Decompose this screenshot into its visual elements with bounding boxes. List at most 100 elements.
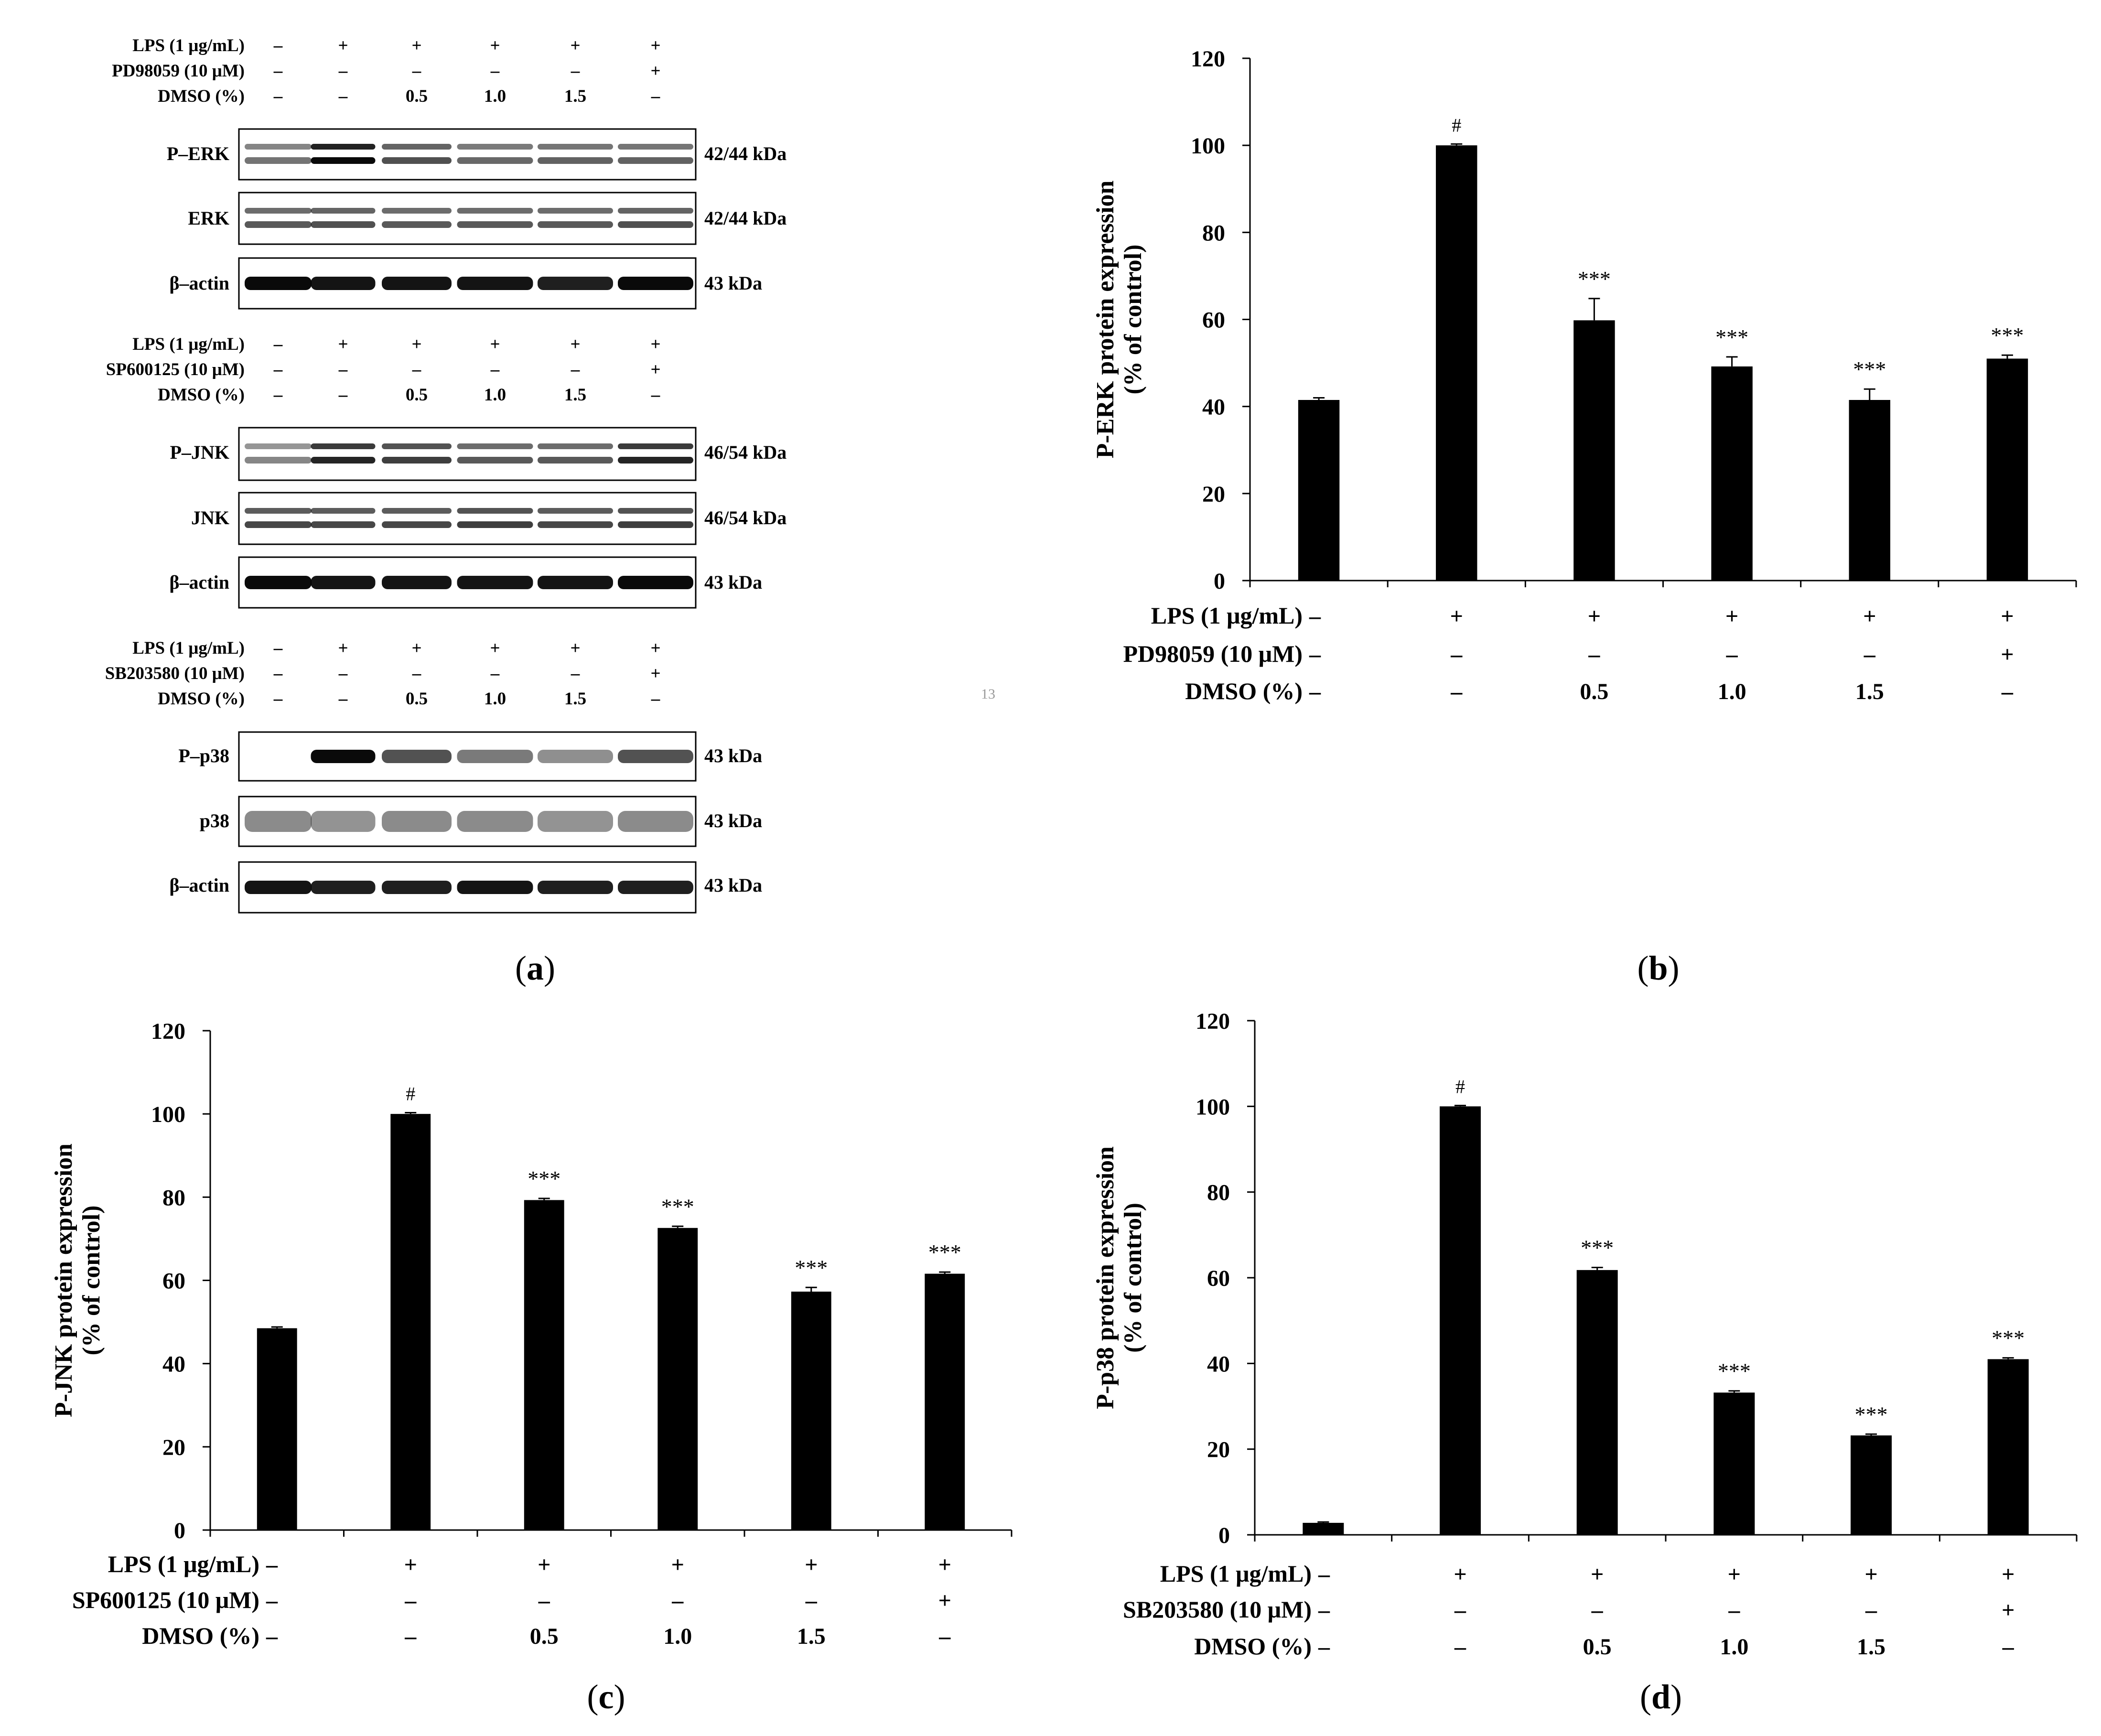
y-tick-label: 40	[1207, 1351, 1230, 1377]
condition-row-inhibitor: SB203580 (10 μM) – – – – – +	[105, 664, 661, 683]
blot-row-size: 43 kDa	[704, 810, 762, 831]
blot-lanes	[245, 811, 693, 832]
blot-frame	[238, 556, 697, 609]
condition-value: –	[273, 36, 283, 55]
condition-value: –	[805, 1588, 818, 1613]
blot-row-size: 43 kDa	[704, 874, 762, 896]
condition-label: DMSO (%)	[158, 385, 245, 405]
condition-value: –	[938, 1624, 951, 1649]
blot-row-label: P–p38	[178, 745, 229, 766]
y-tick-label: 20	[1207, 1437, 1230, 1463]
blot-band	[457, 750, 533, 763]
condition-value: 1.5	[564, 86, 586, 106]
condition-value: +	[411, 638, 421, 658]
condition-label: LPS (1 μg/mL)	[1160, 1560, 1312, 1587]
blot-band	[245, 277, 312, 290]
panel-letter: a	[527, 949, 544, 987]
bar	[390, 1114, 431, 1530]
condition-label: DMSO (%)	[1194, 1633, 1312, 1660]
blot-band-upper	[245, 508, 312, 514]
condition-value: +	[538, 1552, 550, 1577]
condition-label: PD98059 (10 μM)	[112, 61, 245, 81]
bar	[657, 1228, 698, 1530]
condition-value: –	[2001, 679, 2014, 704]
condition-row-dmso: DMSO (%) – – 0.5 1.0 1.5 –	[158, 86, 660, 106]
blot-band-lower	[245, 521, 312, 528]
panel-paren: )	[1668, 949, 1680, 987]
condition-label: SP600125 (10 μM)	[106, 360, 245, 379]
blot-group-jnk: LPS (1 μg/mL) – + + + + + SP600125 (10 μ…	[106, 334, 787, 609]
blot-band-upper	[457, 508, 533, 514]
condition-row-inhibitor: SP600125 (10 μM) – – – – – +	[106, 360, 661, 379]
y-tick-label: 80	[1207, 1180, 1230, 1206]
blot-lanes	[245, 443, 693, 464]
condition-value: +	[490, 36, 500, 55]
blot-lanes	[245, 508, 693, 528]
blot-band-lower	[457, 521, 533, 528]
panel-letter: c	[599, 1678, 614, 1716]
condition-value: –	[1591, 1597, 1604, 1623]
condition-value: –	[338, 61, 348, 81]
blot-row-label: p38	[200, 810, 229, 831]
condition-value: 0.5	[1583, 1634, 1612, 1660]
blot-lanes	[245, 576, 693, 589]
blot-band-lower	[457, 221, 533, 228]
blot-row-p38: p38 43 kDa	[200, 796, 762, 847]
blot-band-upper	[311, 508, 376, 514]
y-tick-label: 100	[1196, 1094, 1230, 1120]
bar	[524, 1200, 564, 1530]
condition-value: +	[650, 61, 660, 81]
condition-value: –	[338, 664, 348, 683]
y-axis-title-line: (% of control)	[1120, 1203, 1147, 1353]
condition-label: SB203580 (10 μM)	[1123, 1596, 1312, 1623]
condition-value: +	[2001, 604, 2014, 629]
bar	[1440, 1106, 1481, 1535]
blot-band	[538, 750, 613, 763]
y-tick-label: 60	[1207, 1266, 1230, 1291]
bar	[925, 1273, 965, 1530]
blot-group-erk: LPS (1 μg/mL) – + + + + + PD98059 (10 μM…	[112, 36, 787, 310]
condition-value: 1.5	[797, 1624, 826, 1649]
chart-panel-b: 0 20 40 60 80 100 120 # *** *** *** *** LPS (1 μg/mL…	[1092, 46, 2077, 987]
condition-value: –	[338, 689, 348, 709]
panel-paren: )	[614, 1678, 625, 1716]
blot-panel: LPS (1 μg/mL) – + + + + + PD98059 (10 μM…	[105, 36, 787, 987]
condition-value: –	[571, 360, 580, 379]
condition-value: +	[938, 1552, 951, 1577]
blot-band-lower	[382, 521, 452, 528]
blot-band-lower	[618, 457, 693, 464]
blot-band-lower	[618, 157, 693, 164]
condition-value: –	[1318, 1634, 1330, 1660]
blot-band	[382, 750, 452, 763]
y-tick-label: 60	[1202, 308, 1225, 333]
blot-band-lower	[311, 221, 376, 228]
blot-row-size: 46/54 kDa	[704, 507, 787, 528]
y-tick-label: 0	[174, 1518, 185, 1543]
blot-band-lower	[538, 157, 613, 164]
panel-letter: d	[1651, 1678, 1670, 1716]
blot-band	[382, 576, 452, 589]
blot-band-lower	[457, 157, 533, 164]
condition-value: 0.5	[406, 689, 428, 709]
chart-panel-c: 0 20 40 60 80 100 120 # *** *** *** *** LPS (1 μg/mL…	[50, 1019, 1013, 1716]
blot-band-lower	[382, 157, 452, 164]
blot-band	[457, 811, 533, 832]
significance-mark: ***	[1578, 267, 1611, 291]
blot-band-lower	[538, 521, 613, 528]
blot-lanes	[245, 144, 693, 164]
condition-value: –	[1450, 679, 1463, 704]
condition-value: –	[273, 689, 283, 709]
condition-value: –	[671, 1588, 684, 1613]
blot-band-upper	[457, 443, 533, 449]
significance-mark: ***	[661, 1194, 694, 1218]
condition-value: +	[1863, 604, 1876, 629]
blot-frame	[238, 257, 697, 310]
blot-frame	[238, 492, 697, 545]
condition-value: –	[490, 664, 500, 683]
condition-value: +	[2002, 1597, 2015, 1623]
blot-band-upper	[618, 508, 693, 514]
condition-value: +	[1864, 1562, 1877, 1587]
blot-band-upper	[618, 208, 693, 214]
condition-value: 1.0	[484, 86, 506, 106]
blot-band-lower	[618, 221, 693, 228]
